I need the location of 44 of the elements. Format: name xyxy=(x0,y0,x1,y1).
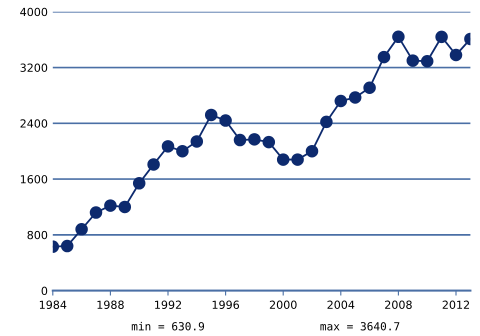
x-tick-label: 2008 xyxy=(385,300,412,309)
point xyxy=(276,153,290,166)
point xyxy=(363,82,376,94)
y-tick-label: 4000 xyxy=(20,8,48,16)
y-tick-label: 1600 xyxy=(20,175,48,184)
x-tick-label: 2004 xyxy=(327,300,354,309)
point xyxy=(147,158,160,171)
point xyxy=(132,177,146,190)
y-tick-label: 3200 xyxy=(20,64,48,72)
point xyxy=(435,30,448,44)
point xyxy=(162,140,174,153)
point xyxy=(190,135,204,148)
text: max = 3640.7 xyxy=(320,322,400,330)
point xyxy=(306,144,318,158)
point xyxy=(234,134,246,146)
x-tick-label: 1996 xyxy=(212,300,240,309)
x-tick-label: 2012 xyxy=(442,300,470,309)
point xyxy=(420,55,434,68)
point xyxy=(334,94,348,108)
point xyxy=(118,200,132,214)
text: min = 630.9 xyxy=(132,322,204,330)
point xyxy=(450,48,462,62)
y-tick-label: 800 xyxy=(27,230,48,240)
point xyxy=(60,240,74,252)
point xyxy=(104,199,117,212)
x-tick-label: 1992 xyxy=(155,300,182,309)
point xyxy=(219,114,232,127)
point xyxy=(176,144,189,158)
x-tick-label: 2000 xyxy=(270,300,297,309)
point xyxy=(378,50,390,64)
point xyxy=(90,206,102,219)
point xyxy=(262,136,276,148)
x-tick-label: 1984 xyxy=(40,300,66,309)
y-tick-label: 2400 xyxy=(20,119,48,128)
x-tick-label: 1988 xyxy=(97,300,124,309)
point xyxy=(248,133,261,146)
point xyxy=(320,116,333,128)
y-tick-label: 0 xyxy=(42,286,48,296)
point xyxy=(348,91,362,104)
point xyxy=(406,54,420,67)
point xyxy=(392,30,405,44)
point xyxy=(75,223,88,236)
point xyxy=(204,108,218,122)
point xyxy=(291,153,304,166)
